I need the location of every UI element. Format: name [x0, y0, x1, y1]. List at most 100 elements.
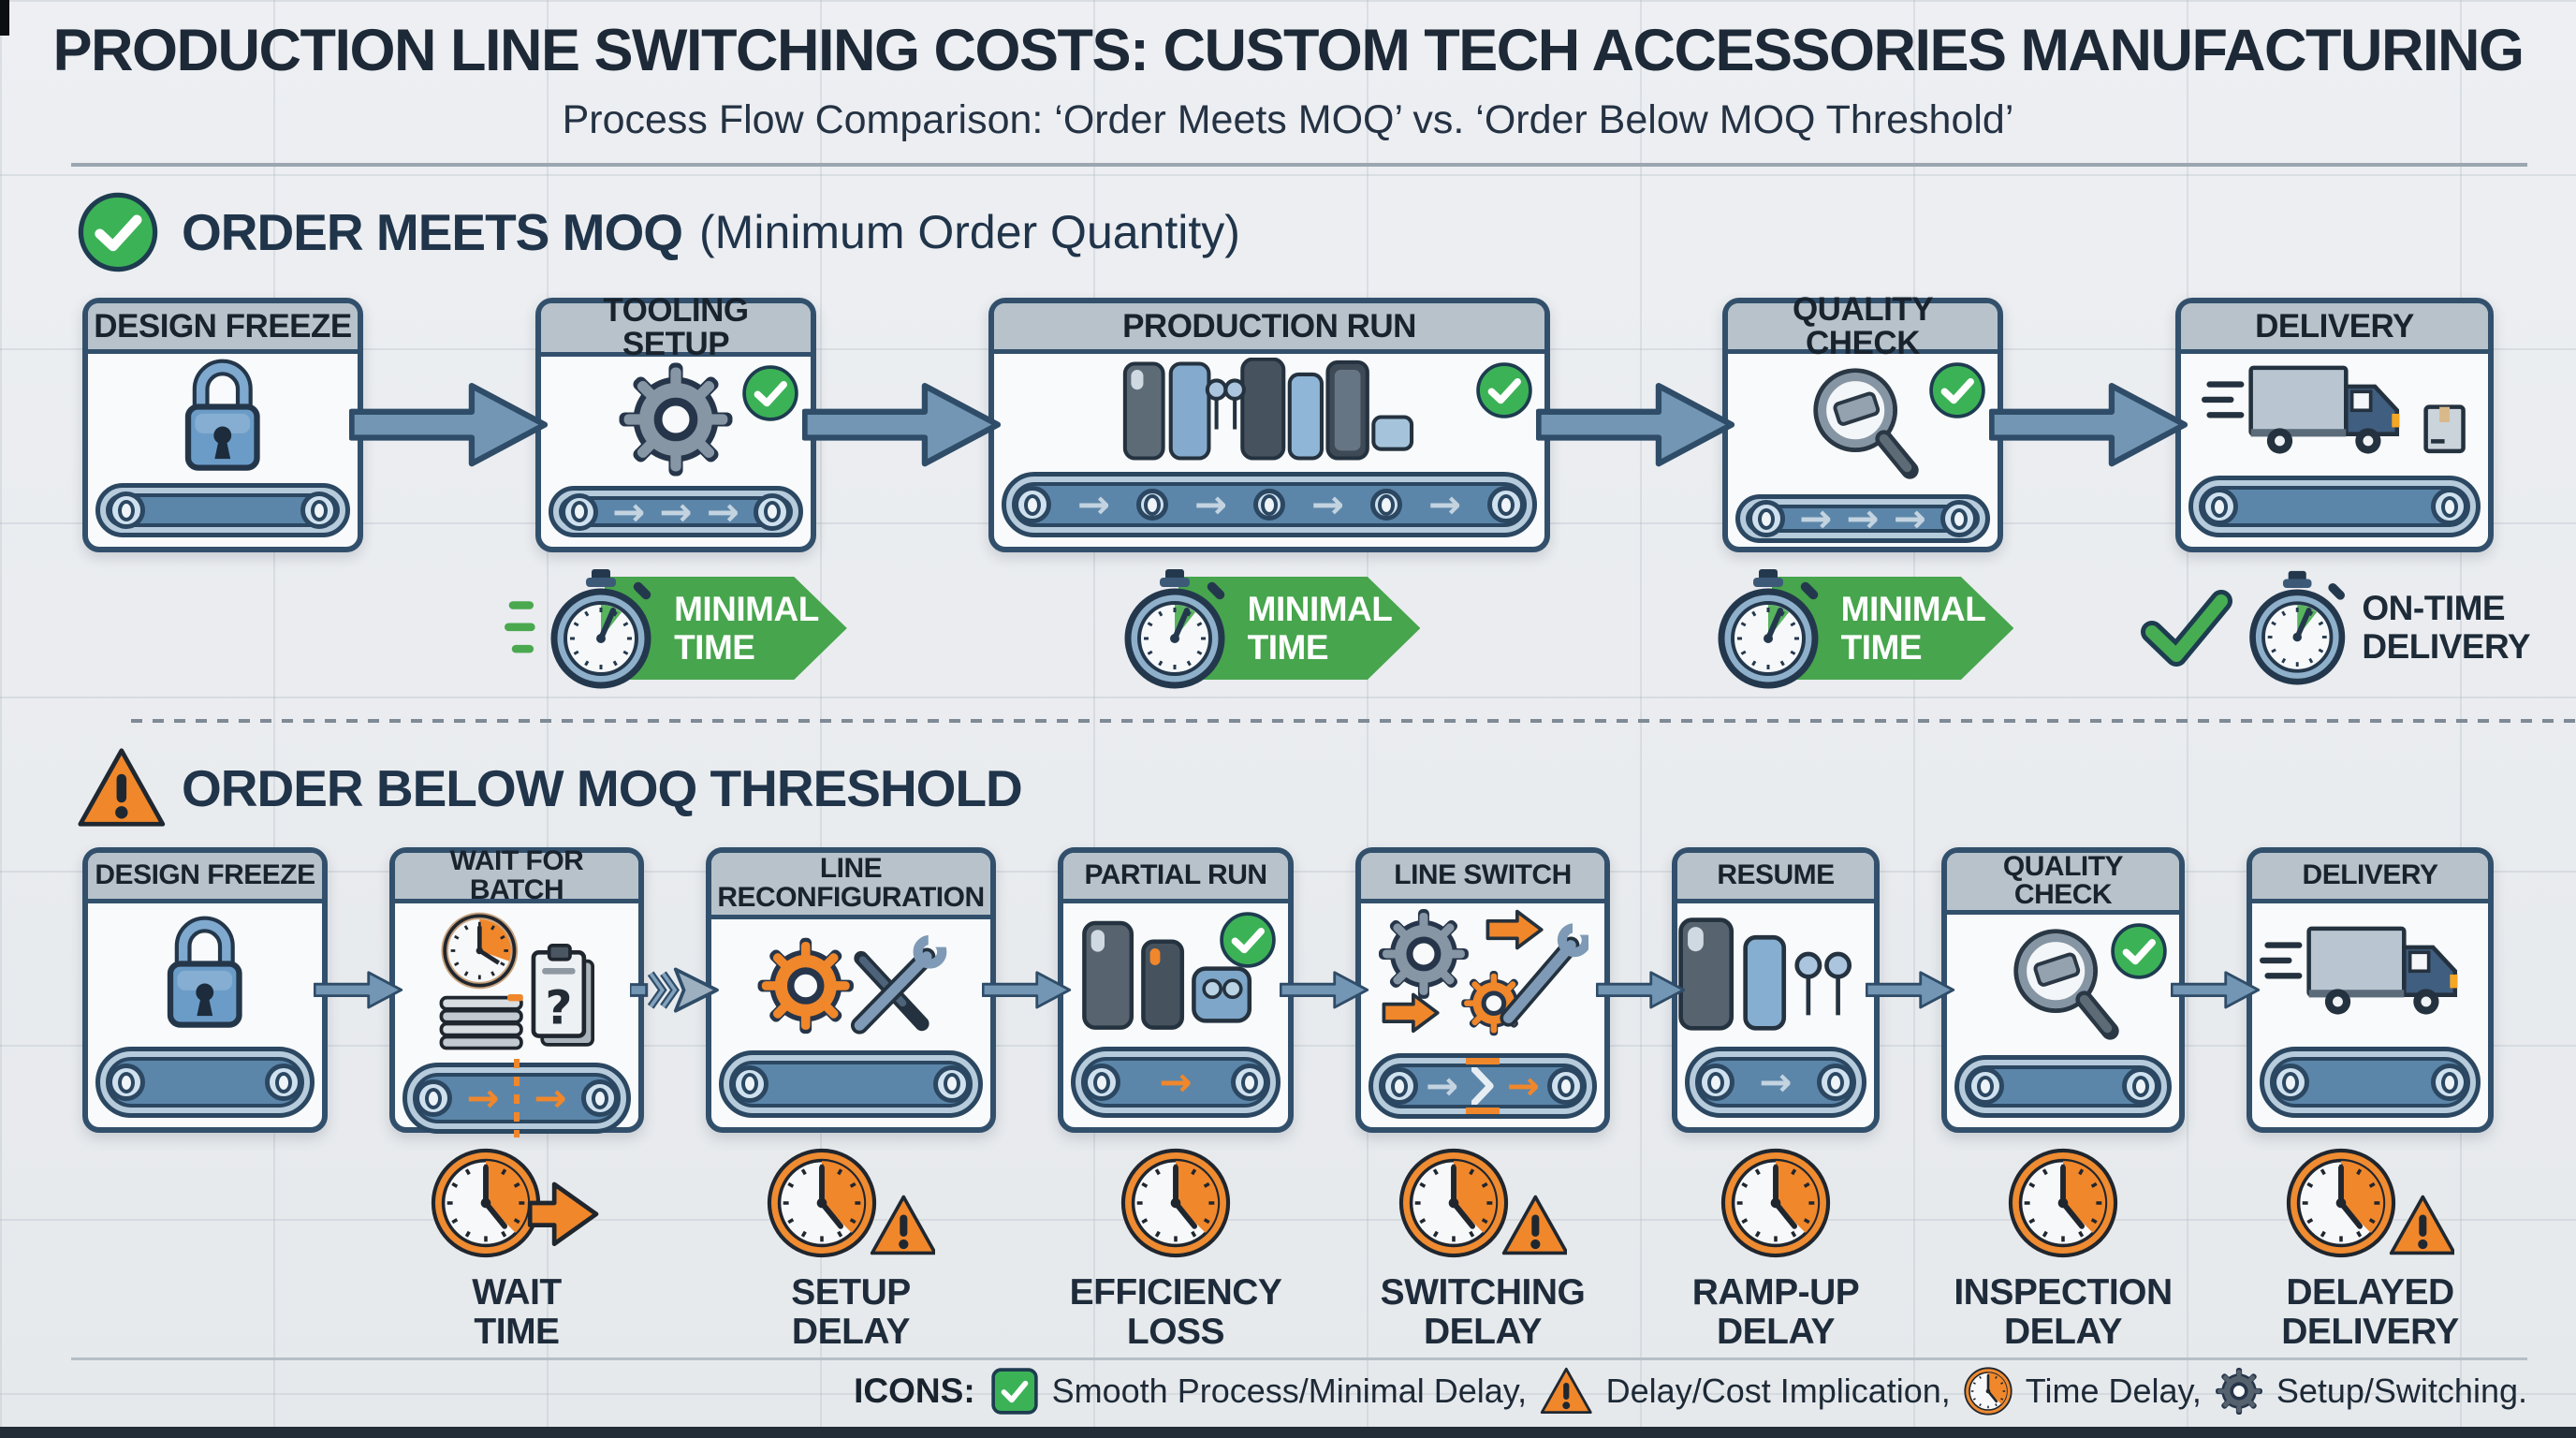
delay-label: INSPECTION DELAY	[1954, 1271, 2173, 1352]
belt-roller	[415, 1079, 452, 1117]
clock-icon	[1964, 1367, 2012, 1416]
truck-package-icon	[2202, 358, 2466, 468]
aligned-cell: ON-TIME DELIVERY	[2140, 564, 2531, 712]
delay-marker: INSPECTION DELAY	[1954, 1148, 2173, 1352]
belt-middle: → → →	[1785, 499, 1940, 538]
partial-products-icon	[1079, 915, 1273, 1033]
clock-warning-icon	[2286, 1148, 2454, 1258]
section-title: ORDER MEETS MOQ	[182, 203, 683, 261]
block-arrow-icon	[2171, 966, 2261, 1014]
stopwatch-icon	[1712, 567, 1824, 689]
stage-title: QUALITY CHECK	[1728, 292, 1998, 360]
aligned-gap	[328, 1144, 389, 1355]
belt-roller	[731, 1064, 768, 1103]
check-circle-icon	[1219, 911, 1277, 969]
belt-middle: → →	[452, 1059, 581, 1137]
gear-icon	[617, 360, 735, 478]
belt-middle: → → →	[598, 492, 754, 532]
belt-break-dashes	[513, 1059, 520, 1137]
block-arrow-icon	[1596, 966, 1686, 1014]
flow-connector	[1866, 847, 1955, 1133]
flow-connector	[630, 847, 719, 1133]
stage-title: LINE RECONFIGURATION	[711, 853, 990, 919]
title-divider	[71, 163, 2527, 167]
clock-warning-icon	[767, 1148, 935, 1258]
aligned-cell: WAIT TIME	[389, 1144, 644, 1355]
clock-icon	[1720, 1148, 1831, 1258]
belt-roller	[2431, 488, 2468, 525]
stage-body	[1728, 354, 1998, 491]
aligned-cell: MINIMAL TIME	[505, 564, 847, 712]
warning-icon	[77, 747, 166, 829]
line-switch-break-marker	[1466, 1058, 1500, 1114]
stage-tooling-setup: TOOLING SETUP → → →	[535, 294, 816, 552]
reconfig-icon	[753, 923, 948, 1043]
corner-artifact	[0, 0, 9, 36]
belt-roller	[1940, 500, 1978, 537]
aligned-gap	[1610, 1144, 1672, 1355]
belt-arrow-icon: →	[1425, 1063, 1459, 1108]
stage-body	[88, 903, 322, 1043]
stage-title: QUALITY CHECK	[1947, 852, 2179, 915]
conveyor-belt	[719, 1049, 983, 1118]
belt-roller	[108, 1064, 145, 1101]
delay-marker: DELAYED DELIVERY	[2281, 1148, 2459, 1351]
belt-roller	[1547, 1067, 1585, 1105]
stage-delivery: DELIVERY	[2247, 847, 2494, 1133]
aligned-cell: SWITCHING DELAY	[1355, 1144, 1610, 1355]
stage-design-freeze: DESIGN FREEZE	[82, 298, 363, 552]
belt-roller	[1083, 1064, 1120, 1101]
delay-marker: SWITCHING DELAY	[1381, 1148, 1586, 1351]
legend-item-text: Setup/Switching.	[2276, 1372, 2527, 1410]
stage-body	[2252, 903, 2488, 1043]
legend-divider	[71, 1357, 2527, 1360]
stage-line-switch: LINE SWITCH → →	[1355, 847, 1610, 1133]
stage-title: PRODUCTION RUN	[994, 303, 1544, 354]
check-circle-icon	[77, 191, 159, 273]
delay-label: RAMP-UP DELAY	[1691, 1271, 1860, 1352]
aligned-cell: MINIMAL TIME	[988, 564, 1550, 712]
on-time-delivery-label: ON-TIME DELIVERY	[2362, 588, 2531, 666]
conveyor-belt	[95, 1047, 315, 1118]
belt-track	[2199, 486, 2470, 527]
flow-connector	[802, 298, 1002, 552]
flow-connector	[1989, 298, 2188, 552]
stage-body	[1361, 903, 1604, 1049]
belt-roller	[265, 1064, 302, 1101]
delay-label: SETUP DELAY	[791, 1271, 911, 1352]
block-arrow-icon	[982, 966, 1072, 1014]
belt-roller	[1487, 486, 1525, 523]
aligned-cell: INSPECTION DELAY	[1941, 1144, 2185, 1355]
belt-roller	[108, 492, 145, 529]
minimal-time-badges-row: MINIMAL TIME MINIMAL TIME MINIMAL TIME ON-TIME…	[82, 564, 2531, 712]
stage-delivery: DELIVERY	[2175, 298, 2494, 552]
stage-title: LINE SWITCH	[1361, 853, 1604, 903]
stage-body	[1947, 915, 2179, 1051]
stage-body	[994, 354, 1544, 468]
aligned-gap	[1294, 1144, 1355, 1355]
belt-middle: →	[1120, 1063, 1231, 1102]
speed-lines-icon	[505, 595, 541, 661]
aligned-cell: DELAYED DELIVERY	[2247, 1144, 2494, 1355]
belt-roller	[2272, 1064, 2309, 1101]
belt-arrow-icon: →	[1076, 481, 1111, 527]
clock-icon	[1120, 1148, 1231, 1258]
flow-connector	[1596, 847, 1686, 1133]
stage-production-run: PRODUCTION RUN → → → →	[988, 298, 1550, 552]
legend-label: ICONS:	[854, 1372, 975, 1410]
belt-roller	[1369, 489, 1402, 521]
belt-arrow-icon: →	[1846, 495, 1880, 541]
page-title: PRODUCTION LINE SWITCHING COSTS: CUSTOM …	[52, 18, 2525, 83]
bottom-border-band	[0, 1427, 2576, 1438]
legend-item-text: Smooth Process/Minimal Delay,	[1051, 1372, 1528, 1410]
stage-quality-check: QUALITY CHECK → → →	[1722, 292, 2003, 552]
belt-roller	[754, 492, 791, 531]
stopwatch-icon	[1119, 567, 1231, 689]
belt-roller	[300, 492, 338, 529]
conveyor-belt	[2260, 1047, 2481, 1118]
delay-labels-row: WAIT TIME SETUP DELAY EFFICIENCY LOSS SWITC…	[82, 1144, 2494, 1355]
lock-icon	[151, 915, 259, 1033]
belt-roller	[1231, 1064, 1268, 1101]
stage-line-reconfiguration: LINE RECONFIGURATION	[706, 847, 996, 1133]
